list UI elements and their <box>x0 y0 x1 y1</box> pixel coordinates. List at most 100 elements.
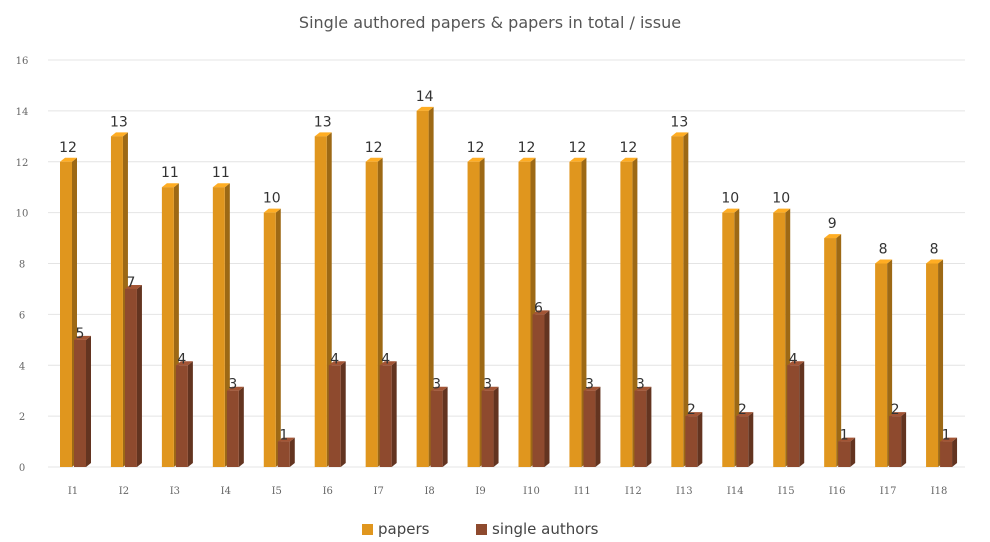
data-label-single-authors: 3 <box>585 377 594 393</box>
data-label-single-authors: 4 <box>789 351 798 367</box>
y-tick-label: 10 <box>16 209 29 220</box>
data-label-single-authors: 3 <box>432 377 441 393</box>
data-label-single-authors: 1 <box>279 428 288 444</box>
legend-label: single authors <box>492 520 599 538</box>
data-label-single-authors: 3 <box>636 377 645 393</box>
x-tick-label: I14 <box>727 486 744 497</box>
data-label-papers: 13 <box>110 114 128 130</box>
data-label-papers: 12 <box>569 140 587 156</box>
legend-swatch <box>362 524 373 535</box>
x-tick-label: I5 <box>272 486 282 497</box>
bar-papers <box>722 208 740 467</box>
bar-single-authors <box>787 361 805 467</box>
x-tick-label: I10 <box>523 486 540 497</box>
bar-single-authors <box>226 386 244 467</box>
legend-item: papers <box>362 520 430 538</box>
bar-single-authors <box>583 386 601 467</box>
data-label-papers: 8 <box>879 242 888 258</box>
bar-single-authors <box>277 437 295 467</box>
x-tick-label: I16 <box>829 486 846 497</box>
data-label-papers: 12 <box>619 140 637 156</box>
gridlines <box>48 59 965 468</box>
data-label-papers: 12 <box>518 140 536 156</box>
data-label-papers: 13 <box>670 114 688 130</box>
bar-papers <box>161 183 179 467</box>
x-tick-label: I17 <box>880 486 897 497</box>
bar-single-authors <box>634 386 652 467</box>
bar-single-authors <box>328 361 346 467</box>
data-label-single-authors: 7 <box>126 275 135 291</box>
bar-papers <box>263 208 281 467</box>
data-label-single-authors: 1 <box>942 428 951 444</box>
bar-single-authors <box>74 335 91 467</box>
data-label-single-authors: 2 <box>891 402 900 418</box>
y-tick-label: 16 <box>16 56 29 67</box>
data-label-single-authors: 2 <box>738 402 747 418</box>
x-tick-label: I2 <box>119 486 129 497</box>
data-label-papers: 11 <box>212 165 230 181</box>
y-tick-label: 6 <box>19 310 25 321</box>
bar-single-authors <box>430 386 448 467</box>
y-tick-label: 0 <box>19 463 25 474</box>
bar-single-authors <box>379 361 397 467</box>
data-label-papers: 9 <box>828 216 837 232</box>
legend: papers single authors <box>362 520 599 538</box>
bar-papers <box>773 208 791 467</box>
y-tick-label: 8 <box>19 260 25 271</box>
bar-papers <box>416 106 434 467</box>
data-label-single-authors: 4 <box>330 351 339 367</box>
data-label-single-authors: 4 <box>177 351 186 367</box>
data-label-papers: 10 <box>721 191 739 207</box>
x-tick-label: I15 <box>778 486 795 497</box>
legend-label: papers <box>378 520 430 538</box>
data-label-single-authors: 3 <box>228 377 237 393</box>
bar-single-authors <box>838 437 856 467</box>
legend-swatch <box>476 524 487 535</box>
x-tick-label: I11 <box>574 486 591 497</box>
y-tick-label: 14 <box>16 107 29 118</box>
data-label-single-authors: 5 <box>76 326 85 342</box>
x-tick-label: I4 <box>221 486 231 497</box>
bars <box>60 106 958 467</box>
bar-single-authors <box>481 386 499 467</box>
y-tick-label: 2 <box>19 412 25 423</box>
chart-title: Single authored papers & papers in total… <box>299 13 681 32</box>
legend-item: single authors <box>476 520 599 538</box>
bar-single-authors <box>124 284 142 467</box>
bar-single-authors <box>532 310 550 467</box>
data-label-single-authors: 1 <box>840 428 849 444</box>
x-axis-ticks: I1 I2 I3 I4 I5 I6 I7 I8 I9 I10 I11 I12 I13 I14 I15 I16 I… <box>68 486 948 497</box>
data-label-papers: 12 <box>59 140 77 156</box>
x-tick-label: I8 <box>424 486 434 497</box>
bar-single-authors <box>736 412 754 467</box>
data-label-papers: 14 <box>416 89 434 105</box>
bar-papers <box>60 157 77 467</box>
y-axis-ticks: 0 2 4 6 8 10 12 14 16 <box>16 56 29 474</box>
data-label-single-authors: 2 <box>687 402 696 418</box>
data-label-papers: 10 <box>772 191 790 207</box>
bar-single-authors <box>175 361 193 467</box>
data-label-single-authors: 3 <box>483 377 492 393</box>
x-tick-label: I18 <box>931 486 948 497</box>
bar-single-authors <box>685 412 703 467</box>
bar-papers <box>671 132 689 467</box>
x-tick-label: I9 <box>475 486 485 497</box>
data-label-papers: 10 <box>263 191 281 207</box>
data-label-papers: 12 <box>467 140 485 156</box>
bar-single-authors <box>889 412 907 467</box>
data-label-papers: 11 <box>161 165 179 181</box>
data-labels: 1251371141131011341241431231261231231321… <box>59 89 950 444</box>
data-label-papers: 8 <box>930 242 939 258</box>
bar-papers <box>875 259 893 467</box>
data-label-papers: 13 <box>314 114 332 130</box>
data-label-papers: 12 <box>365 140 383 156</box>
bar-papers <box>926 259 944 467</box>
data-label-single-authors: 4 <box>381 351 390 367</box>
y-tick-label: 12 <box>16 158 29 169</box>
bar-papers <box>824 234 842 467</box>
data-label-single-authors: 6 <box>534 300 543 316</box>
bar-papers <box>620 157 638 467</box>
y-tick-label: 4 <box>19 361 25 372</box>
